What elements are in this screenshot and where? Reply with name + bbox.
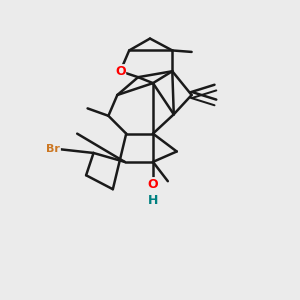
Text: O: O: [148, 178, 158, 191]
Text: Br: Br: [46, 143, 60, 154]
Text: O: O: [115, 65, 126, 78]
Text: H: H: [148, 194, 158, 207]
